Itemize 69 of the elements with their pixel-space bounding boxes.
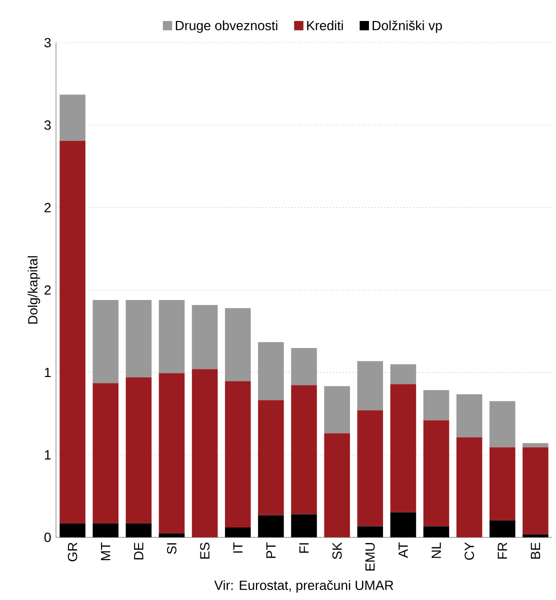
bar — [258, 515, 284, 538]
bar — [126, 377, 152, 524]
bar — [92, 300, 118, 384]
bar — [192, 369, 218, 538]
bar — [158, 300, 185, 374]
bar — [390, 512, 416, 538]
x-tick-label: PT — [266, 542, 276, 558]
y-tick-label: 1 — [44, 450, 51, 460]
bar — [423, 420, 450, 526]
bar — [324, 433, 350, 538]
bar — [522, 534, 548, 538]
bar — [92, 523, 118, 538]
bar — [60, 523, 86, 538]
bar — [456, 437, 482, 538]
bar — [357, 526, 384, 538]
x-tick-label: SI — [167, 543, 176, 554]
bar — [390, 384, 416, 512]
bar — [126, 300, 152, 378]
bar — [291, 385, 317, 514]
bar — [423, 390, 450, 420]
bar — [126, 523, 152, 538]
x-tick-label: GR — [68, 542, 78, 562]
x-tick-label: SK — [332, 542, 342, 560]
bar — [291, 348, 317, 386]
x-tick-label: FR — [498, 542, 507, 559]
bar — [224, 381, 251, 528]
bar — [60, 94, 86, 141]
bar — [258, 400, 284, 516]
bar — [390, 364, 416, 384]
x-tick-label: CY — [464, 542, 474, 560]
bar — [456, 394, 482, 438]
x-tick-label: IT — [233, 542, 242, 553]
bar — [92, 383, 118, 524]
y-tick-label: 2 — [44, 202, 51, 212]
bar — [490, 401, 516, 448]
bar — [357, 361, 384, 410]
bar — [324, 386, 350, 434]
text: Vir: Eurostat, preračuni UMAR — [214, 580, 394, 593]
bar — [158, 373, 185, 534]
y-axis-title: Dolg/kapital — [28, 256, 40, 324]
y-tick-label: 3 — [44, 120, 51, 130]
x-tick-label: AT — [398, 542, 408, 558]
bar — [224, 527, 251, 538]
bar — [158, 533, 185, 538]
bar — [490, 520, 516, 538]
bar — [522, 443, 548, 448]
x-tick-label: DE — [134, 542, 144, 560]
y-tick-label: 1 — [44, 368, 51, 378]
x-tick-label: BE — [530, 542, 540, 559]
y-tick-label: 3 — [44, 38, 51, 48]
y-tick-label: 2 — [44, 285, 51, 295]
bar — [291, 514, 317, 538]
bar — [258, 342, 284, 400]
x-tick-label: MT — [101, 542, 110, 560]
bar — [224, 308, 251, 382]
bar — [423, 526, 450, 538]
legend-label: Krediti — [307, 20, 343, 30]
bar — [192, 305, 218, 370]
bar — [60, 140, 86, 524]
x-tick-label: FI — [299, 543, 309, 553]
legend-label: Druge obveznosti — [176, 20, 278, 33]
x-tick-label: NL — [432, 542, 441, 558]
y-tick-label: 0 — [44, 532, 51, 542]
bar — [357, 410, 384, 526]
x-tick-label: ES — [200, 542, 210, 559]
bar — [522, 447, 548, 534]
legend-label: Dolžniški vp — [372, 20, 442, 33]
bar — [490, 447, 516, 520]
x-tick-label: EMU — [365, 543, 375, 570]
